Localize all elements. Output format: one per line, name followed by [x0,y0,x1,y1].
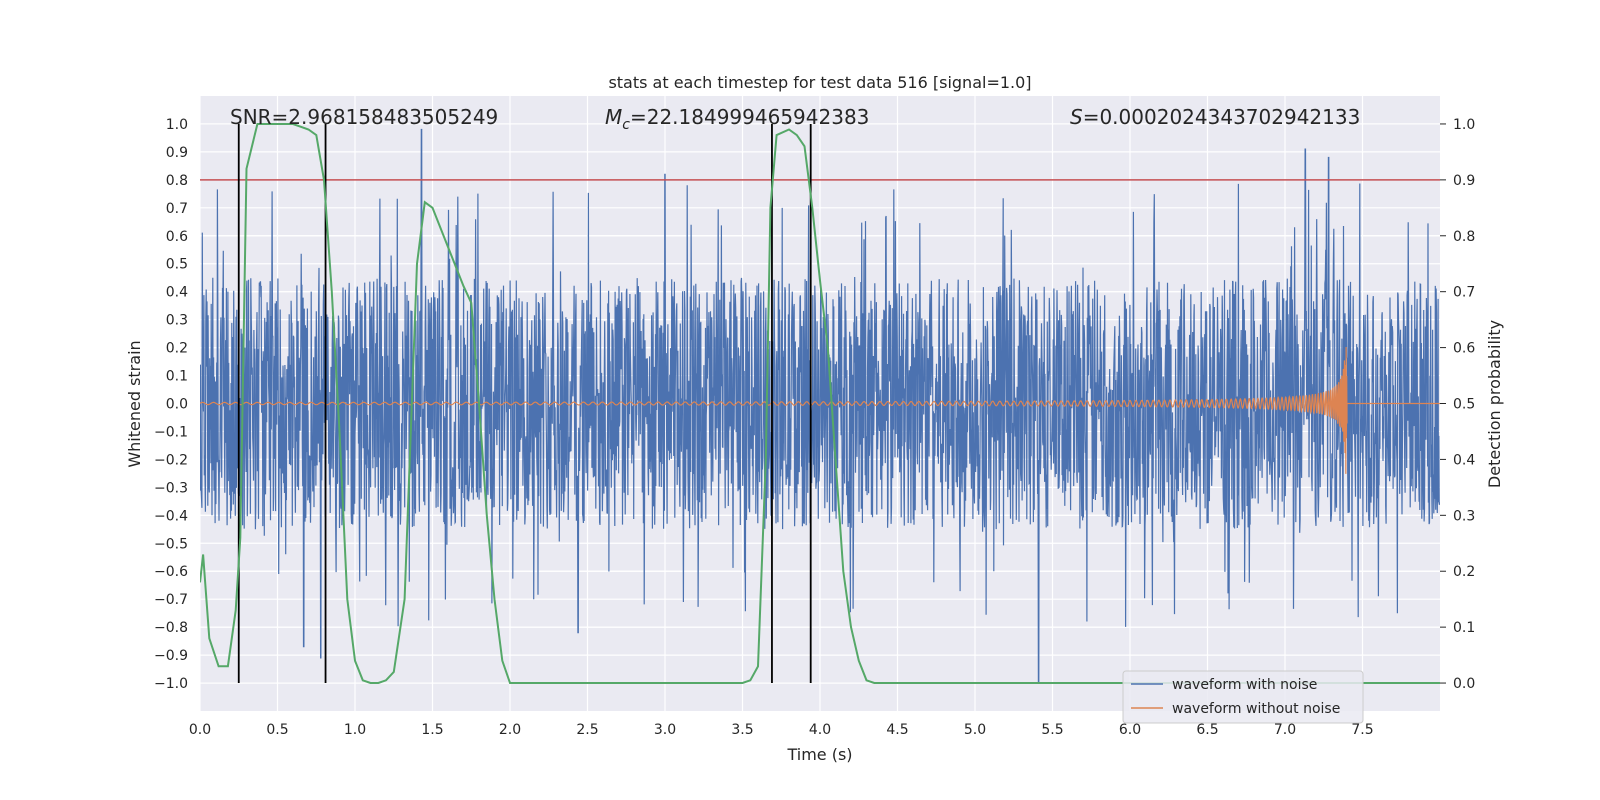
y-right-tick-label: 0.3 [1453,508,1475,524]
y-right-tick-label: 0.8 [1453,229,1475,245]
x-axis-label: Time (s) [786,745,852,764]
series-detection-probability [200,123,1440,684]
y-right-tick-label: 0.2 [1453,564,1475,580]
vertical-lines [237,123,812,684]
y-left-tick-label: −0.2 [154,452,188,468]
x-tick-label: 5.0 [964,722,986,738]
y-left-tick-label: 0.6 [166,229,188,245]
y-right-axis-label: Detection probability [1485,320,1504,488]
s-annotation: S=0.0002024343702942133 [1070,105,1360,129]
x-tick-label: 7.0 [1274,722,1296,738]
y-right-tick-label: 0.1 [1453,620,1475,636]
x-tick-label: 6.5 [1196,722,1218,738]
series-waveform-with-noise [200,128,1440,684]
y-left-tick-label: −0.9 [154,648,188,664]
x-tick-label: 1.0 [344,722,366,738]
y-left-ticks: 1.0 0.9 0.8 0.7 0.6 0.5 0.4 0.3 0.2 0.1 0.0 −0.1 −0.… [154,117,188,692]
y-left-tick-label: 0.9 [166,145,188,161]
x-ticks: 0.0 0.5 1.0 1.5 2.0 2.5 3.0 3.5 4.0 4.5 5.0 5.5 6.0 6… [189,722,1374,738]
y-right-tick-label: 1.0 [1453,117,1475,133]
x-tick-label: 3.0 [654,722,676,738]
snr-annotation: SNR=2.968158483505249 [230,105,498,129]
y-left-tick-label: 0.8 [166,173,188,189]
chirp-mass-symbol: M [605,105,622,129]
y-left-tick-label: −0.8 [154,620,188,636]
x-tick-label: 2.0 [499,722,521,738]
y-left-tick-label: −0.6 [154,564,188,580]
x-tick-label: 6.0 [1119,722,1141,738]
x-tick-label: 4.5 [886,722,908,738]
legend-label-clean: waveform without noise [1172,701,1340,717]
y-left-tick-label: 0.5 [166,257,188,273]
y-right-tick-label: 0.0 [1453,676,1475,692]
legend-label-noise: waveform with noise [1172,677,1317,693]
y-right-tick-label: 0.6 [1453,341,1475,357]
y-left-tick-label: 0.3 [166,313,188,329]
chirp-mass-subscript: c [622,117,630,133]
x-tick-label: 0.5 [266,722,288,738]
y-left-tick-label: 0.1 [166,369,188,385]
x-tick-label: 5.5 [1041,722,1063,738]
x-tick-label: 7.5 [1351,722,1373,738]
y-right-tick-label: 0.4 [1453,452,1475,468]
chirp-mass-annotation: Mc=22.184999465942383 [605,105,869,133]
chart-title: stats at each timestep for test data 516… [608,73,1031,92]
s-value: =0.0002024343702942133 [1083,105,1361,129]
legend: waveform with noise waveform without noi… [1122,670,1364,724]
y-left-tick-label: 0.7 [166,201,188,217]
y-left-tick-label: −1.0 [154,676,188,692]
x-tick-label: 2.5 [576,722,598,738]
y-left-axis-label: Whitened strain [125,340,144,467]
y-right-tick-label: 0.7 [1453,285,1475,301]
chirp-mass-value: =22.184999465942383 [630,105,869,129]
x-tick-label: 4.0 [809,722,831,738]
y-left-tick-label: −0.3 [154,480,188,496]
series-waveform-without-noise [200,347,1440,474]
y-left-tick-label: −0.4 [154,508,188,524]
y-left-tick-label: 1.0 [166,117,188,133]
y-left-tick-label: −0.7 [154,592,188,608]
x-tick-label: 3.5 [731,722,753,738]
x-tick-label: 0.0 [189,722,211,738]
y-right-tick-label: 0.9 [1453,173,1475,189]
y-left-tick-label: 0.0 [166,397,188,413]
s-symbol: S [1070,105,1083,129]
legend-box [1122,670,1364,724]
y-left-tick-label: 0.4 [166,285,188,301]
y-right-ticks: 1.0 0.9 0.8 0.7 0.6 0.5 0.4 0.3 0.2 0.1 0.0 [1440,117,1475,692]
y-right-tick-label: 0.5 [1453,397,1475,413]
y-left-tick-label: −0.5 [154,536,188,552]
y-left-tick-label: −0.1 [154,424,188,440]
plot-area [200,123,1440,684]
y-left-tick-label: 0.2 [166,341,188,357]
x-tick-label: 1.5 [421,722,443,738]
